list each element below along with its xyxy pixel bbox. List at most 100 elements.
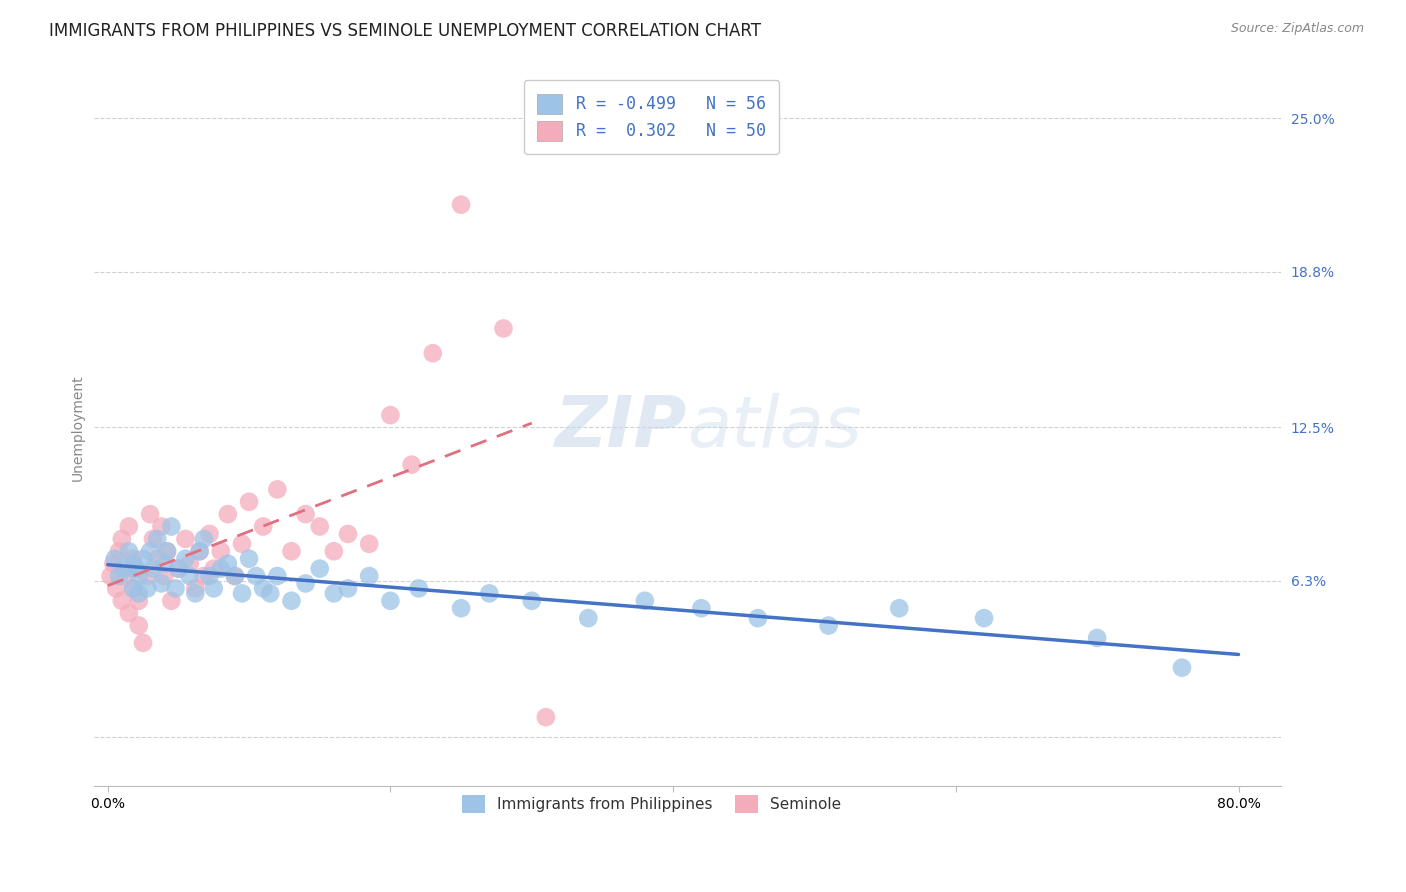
Point [308, 519, 330, 533]
Point [231, 537, 253, 551]
Point [125, 561, 148, 575]
Point [690, 601, 713, 615]
Point [322, 586, 344, 600]
Point [294, 576, 316, 591]
Point [380, 408, 402, 422]
Point [224, 569, 246, 583]
Point [160, 519, 183, 533]
Point [202, 582, 225, 596]
Y-axis label: Unemployment: Unemployment [72, 374, 86, 481]
Point [359, 569, 381, 583]
Point [146, 551, 169, 566]
Legend: Immigrants from Philippines, Seminole: Immigrants from Philippines, Seminole [450, 782, 853, 825]
Point [520, 594, 543, 608]
Point [104, 551, 127, 566]
Point [1171, 660, 1194, 674]
Point [280, 594, 302, 608]
Point [322, 544, 344, 558]
Point [179, 569, 201, 583]
Point [747, 611, 769, 625]
Point [142, 532, 165, 546]
Point [139, 507, 162, 521]
Point [114, 561, 136, 575]
Point [380, 594, 402, 608]
Point [132, 636, 155, 650]
Point [103, 557, 125, 571]
Point [142, 561, 165, 575]
Point [153, 557, 176, 571]
Point [198, 569, 221, 583]
Point [128, 594, 150, 608]
Point [136, 582, 159, 596]
Point [122, 582, 145, 596]
Point [217, 507, 239, 521]
Point [174, 532, 197, 546]
Point [245, 569, 267, 583]
Point [174, 551, 197, 566]
Point [160, 594, 183, 608]
Text: IMMIGRANTS FROM PHILIPPINES VS SEMINOLE UNEMPLOYMENT CORRELATION CHART: IMMIGRANTS FROM PHILIPPINES VS SEMINOLE … [49, 22, 761, 40]
Point [188, 544, 211, 558]
Text: ZIP: ZIP [555, 393, 688, 462]
Point [280, 544, 302, 558]
Point [128, 618, 150, 632]
Point [259, 586, 281, 600]
Point [450, 601, 472, 615]
Point [167, 561, 190, 575]
Point [153, 569, 176, 583]
Point [634, 594, 657, 608]
Point [337, 527, 360, 541]
Point [209, 561, 232, 575]
Point [198, 527, 221, 541]
Point [122, 582, 145, 596]
Point [193, 532, 215, 546]
Point [188, 544, 211, 558]
Point [139, 544, 162, 558]
Point [111, 532, 134, 546]
Point [108, 544, 131, 558]
Point [122, 557, 145, 571]
Point [150, 576, 173, 591]
Point [136, 569, 159, 583]
Point [534, 710, 557, 724]
Point [238, 551, 260, 566]
Text: atlas: atlas [688, 393, 862, 462]
Point [150, 519, 173, 533]
Point [146, 532, 169, 546]
Point [184, 582, 207, 596]
Text: Source: ZipAtlas.com: Source: ZipAtlas.com [1230, 22, 1364, 36]
Point [889, 601, 911, 615]
Point [478, 586, 501, 600]
Point [100, 569, 122, 583]
Point [576, 611, 599, 625]
Point [401, 458, 423, 472]
Point [193, 569, 215, 583]
Point [118, 606, 141, 620]
Point [167, 561, 190, 575]
Point [294, 507, 316, 521]
Point [238, 495, 260, 509]
Point [125, 561, 148, 575]
Point [209, 544, 232, 558]
Point [128, 586, 150, 600]
Point [252, 519, 274, 533]
Point [132, 551, 155, 566]
Point [179, 557, 201, 571]
Point [450, 197, 472, 211]
Point [266, 483, 288, 497]
Point [128, 569, 150, 583]
Point [184, 586, 207, 600]
Point [217, 557, 239, 571]
Point [108, 569, 131, 583]
Point [408, 582, 430, 596]
Point [118, 544, 141, 558]
Point [122, 551, 145, 566]
Point [118, 519, 141, 533]
Point [165, 582, 187, 596]
Point [492, 321, 515, 335]
Point [111, 594, 134, 608]
Point [114, 569, 136, 583]
Point [308, 561, 330, 575]
Point [105, 582, 128, 596]
Point [1085, 631, 1108, 645]
